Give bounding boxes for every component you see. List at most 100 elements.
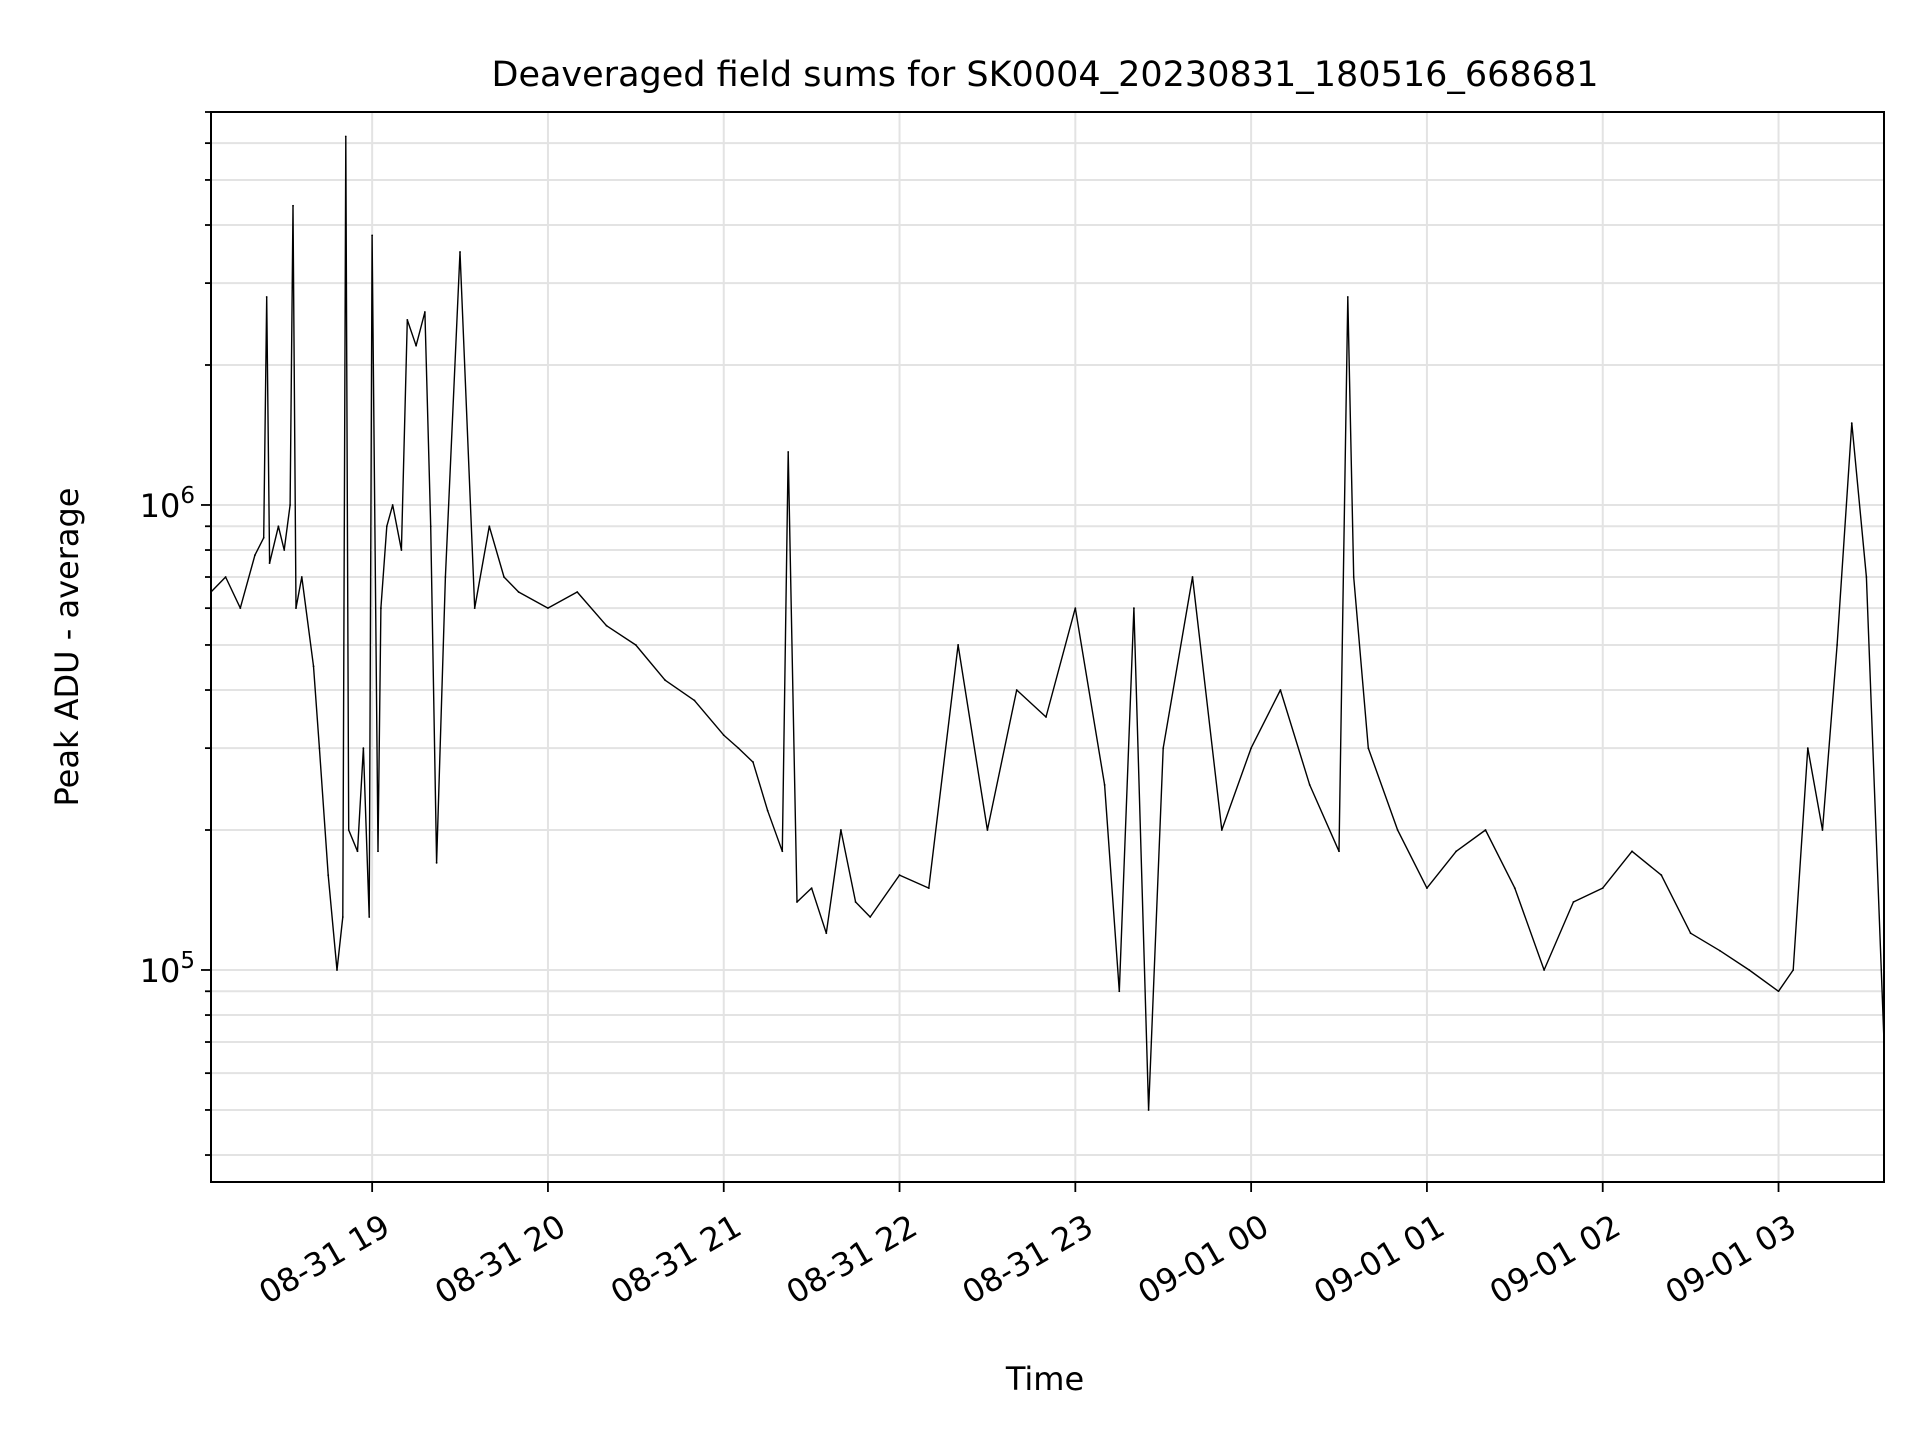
data-point: [362, 747, 365, 750]
data-point: [1821, 829, 1824, 831]
data-point: [415, 344, 417, 347]
series-line: [210, 135, 1885, 1111]
data-point: [605, 624, 608, 627]
data-point: [283, 549, 286, 551]
data-point: [254, 554, 256, 557]
data-point: [423, 311, 426, 313]
data-point: [473, 607, 476, 610]
data-point: [1719, 949, 1721, 952]
data-point: [265, 296, 268, 298]
data-point: [292, 204, 294, 207]
data-point: [1352, 576, 1355, 578]
data-point: [576, 591, 579, 593]
data-point: [268, 562, 271, 564]
data-point: [336, 969, 338, 971]
data-point: [295, 607, 297, 610]
data-point: [327, 874, 330, 876]
data-point: [341, 916, 344, 918]
data-point: [766, 809, 769, 812]
data-point: [840, 829, 842, 831]
data-point: [444, 576, 447, 578]
data-point: [1118, 990, 1121, 993]
data-point: [634, 644, 637, 646]
data-point: [1572, 901, 1575, 903]
data-point: [1220, 829, 1223, 831]
data-point: [1777, 990, 1780, 993]
x-axis-label: Time: [1005, 1360, 1084, 1398]
data-point: [1865, 576, 1868, 578]
chart-title: Deaveraged field sums for SK0004_2023083…: [492, 55, 1599, 95]
data-point: [1748, 969, 1751, 971]
data-point: [1426, 887, 1428, 890]
data-point: [312, 665, 315, 668]
data-point: [1147, 1109, 1150, 1111]
data-point: [1308, 784, 1311, 786]
data-point: [289, 504, 292, 506]
data-point: [1484, 829, 1487, 831]
data-point: [1133, 607, 1135, 610]
data-point: [898, 874, 901, 876]
data-point: [1045, 716, 1047, 718]
data-point: [300, 576, 303, 578]
data-point: [356, 850, 359, 853]
data-point: [1396, 829, 1399, 831]
data-point: [391, 504, 394, 506]
data-point: [810, 887, 813, 890]
data-point: [224, 576, 227, 578]
data-point: [1792, 969, 1795, 971]
data-point: [1346, 296, 1349, 298]
data-point: [1338, 850, 1340, 853]
data-point: [1689, 932, 1692, 935]
data-point: [664, 679, 667, 682]
data-point: [693, 699, 696, 702]
data-point: [318, 747, 321, 750]
data-point: [737, 747, 740, 750]
data-point: [1543, 969, 1546, 971]
data-point: [377, 850, 379, 853]
data-point: [488, 525, 491, 528]
data-point: [262, 536, 265, 539]
data-point: [986, 829, 989, 831]
data-point: [1250, 747, 1253, 750]
data-point: [1455, 850, 1458, 853]
data-point: [1850, 422, 1853, 424]
data-point: [459, 251, 461, 253]
data-point: [400, 549, 403, 551]
data-point: [854, 901, 857, 903]
data-point: [1806, 747, 1809, 750]
data-point: [547, 607, 549, 610]
y-tick-label: 106: [140, 483, 195, 525]
data-point: [1191, 576, 1194, 578]
data-point: [927, 887, 930, 890]
data-point: [722, 734, 725, 736]
data-point: [344, 135, 347, 138]
data-point: [957, 644, 960, 646]
data-point: [277, 525, 280, 528]
data-point: [752, 761, 754, 763]
data-point: [869, 916, 872, 918]
data-point: [1631, 850, 1633, 853]
y-tick-label: 105: [140, 948, 195, 990]
data-point: [1103, 784, 1106, 786]
data-point: [1279, 689, 1282, 691]
y-axis-label: Peak ADU - average: [48, 488, 86, 807]
data-point: [371, 234, 374, 237]
data-point: [825, 932, 828, 935]
data-point: [385, 525, 388, 528]
data-point: [347, 829, 350, 831]
data-point: [1162, 747, 1165, 750]
data-point: [503, 576, 505, 578]
data-point: [429, 525, 432, 528]
data-point: [517, 591, 520, 593]
data-point: [796, 901, 798, 903]
data-point: [406, 319, 409, 321]
data-point: [787, 451, 790, 453]
data-point: [1367, 747, 1370, 750]
data-point: [239, 607, 242, 610]
data-point: [435, 861, 438, 864]
data-point: [1660, 874, 1663, 876]
data-point: [1836, 644, 1839, 646]
data-point: [1601, 887, 1604, 890]
